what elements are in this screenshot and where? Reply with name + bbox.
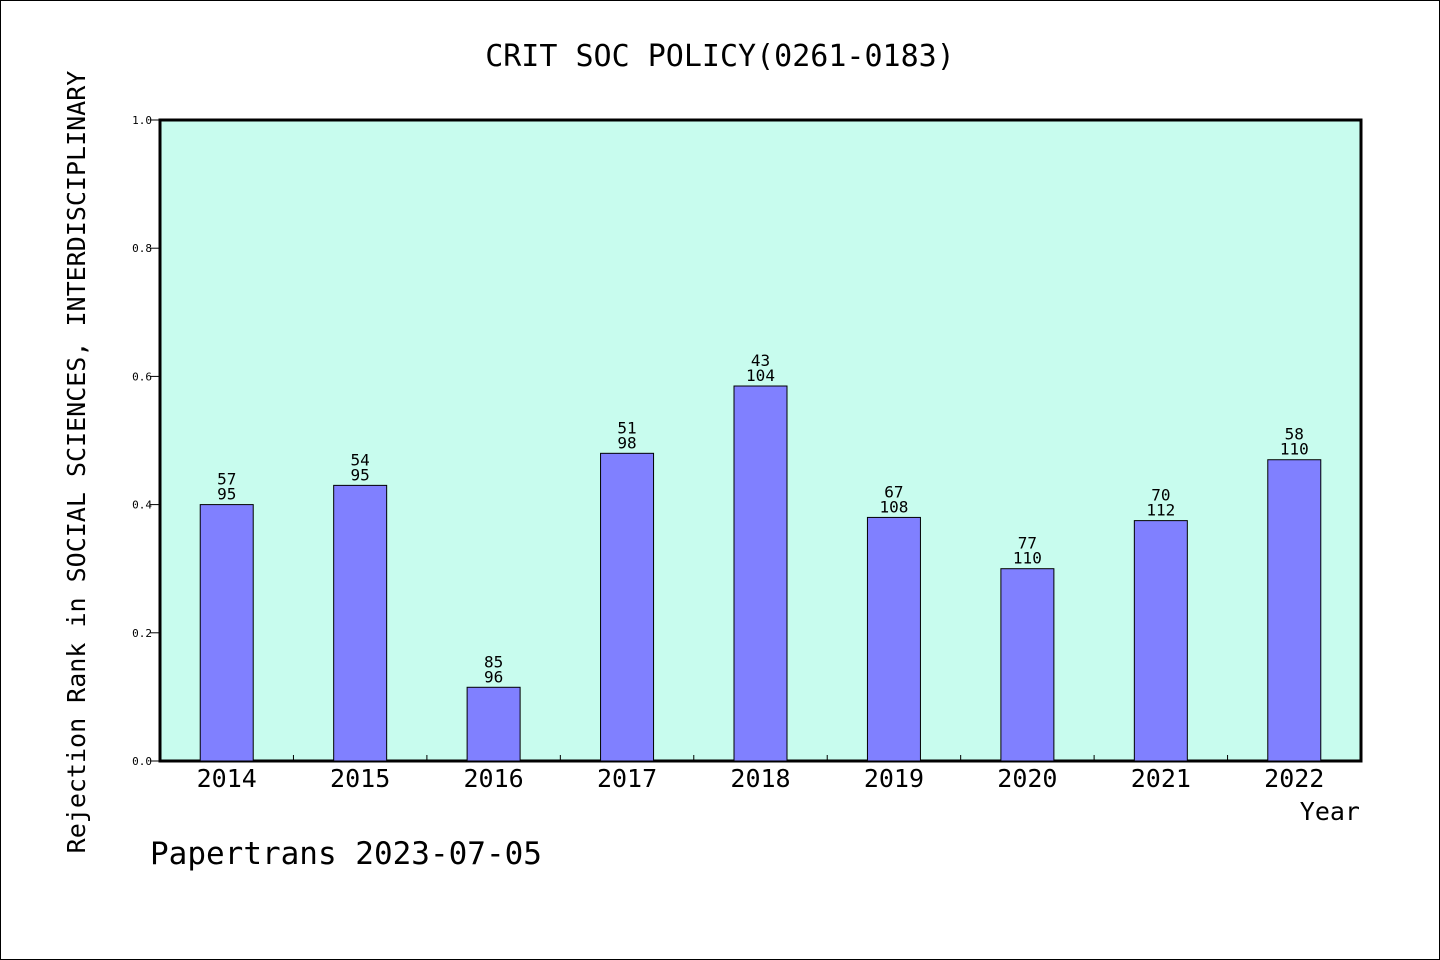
x-axis-label: Year xyxy=(1300,797,1360,826)
bar-total-label: 112 xyxy=(1146,501,1175,520)
x-tick-label: 2019 xyxy=(864,764,924,793)
y-tick-label: 0.4 xyxy=(132,499,152,512)
y-tick-label: 0.8 xyxy=(132,242,152,255)
x-tick-label: 2020 xyxy=(997,764,1057,793)
y-axis-label: Rejection Rank in SOCIAL SCIENCES, INTER… xyxy=(62,71,91,854)
x-tick-label: 2016 xyxy=(464,764,524,793)
y-axis: 0.0 0.2 0.4 0.6 0.8 1.0 xyxy=(132,114,160,768)
bar-total-label: 95 xyxy=(351,465,370,484)
x-tick-label: 2022 xyxy=(1264,764,1324,793)
bar-2017 xyxy=(600,452,655,762)
bar-rank-label: 85 xyxy=(484,652,503,671)
bar-total-label: 110 xyxy=(1013,549,1042,568)
y-tick-label: 0.0 xyxy=(132,755,152,768)
bar-rank-label: 77 xyxy=(1018,534,1037,553)
bar-rank-label: 58 xyxy=(1285,425,1304,444)
x-axis: 2014 2015 2016 2017 2018 2019 2020 2021 2022 xyxy=(197,755,1324,793)
bar-rank-label: 43 xyxy=(751,351,770,370)
bar-total-label: 108 xyxy=(879,497,908,516)
x-tick-label: 2015 xyxy=(330,764,390,793)
bar-2018 xyxy=(733,385,788,762)
chart-title: CRIT SOC POLICY(0261-0183) xyxy=(485,39,955,74)
x-tick-label: 2014 xyxy=(197,764,257,793)
bar-2022 xyxy=(1267,459,1322,762)
bar-rank-label: 54 xyxy=(351,450,370,469)
footer-credit: Papertrans 2023-07-05 xyxy=(150,836,542,872)
bar-2019 xyxy=(866,516,921,762)
y-tick-label: 0.6 xyxy=(132,370,152,383)
bar-2020 xyxy=(1000,568,1055,762)
x-tick-label: 2021 xyxy=(1131,764,1191,793)
x-tick-label: 2018 xyxy=(730,764,790,793)
bar-rank-label: 70 xyxy=(1151,486,1170,505)
bar-total-label: 110 xyxy=(1280,440,1309,459)
x-tick-label: 2017 xyxy=(597,764,657,793)
bar-2014 xyxy=(199,504,254,762)
y-tick-label: 1.0 xyxy=(132,114,152,127)
bar-total-label: 95 xyxy=(217,485,236,504)
bar-2015 xyxy=(333,484,388,762)
bar-series xyxy=(199,385,1322,762)
y-tick-label: 0.2 xyxy=(132,627,152,640)
bar-total-label: 98 xyxy=(617,433,636,452)
bar-rank-label: 57 xyxy=(217,470,236,489)
bar-rank-label: 51 xyxy=(617,418,636,437)
bar-total-label: 104 xyxy=(746,366,775,385)
bar-2016 xyxy=(466,686,521,762)
bar-2021 xyxy=(1133,520,1188,762)
bar-total-label: 96 xyxy=(484,667,503,686)
bar-labels: 5795549585965198431046710877110701125811… xyxy=(217,351,1309,686)
bar-rank-label: 67 xyxy=(884,482,903,501)
